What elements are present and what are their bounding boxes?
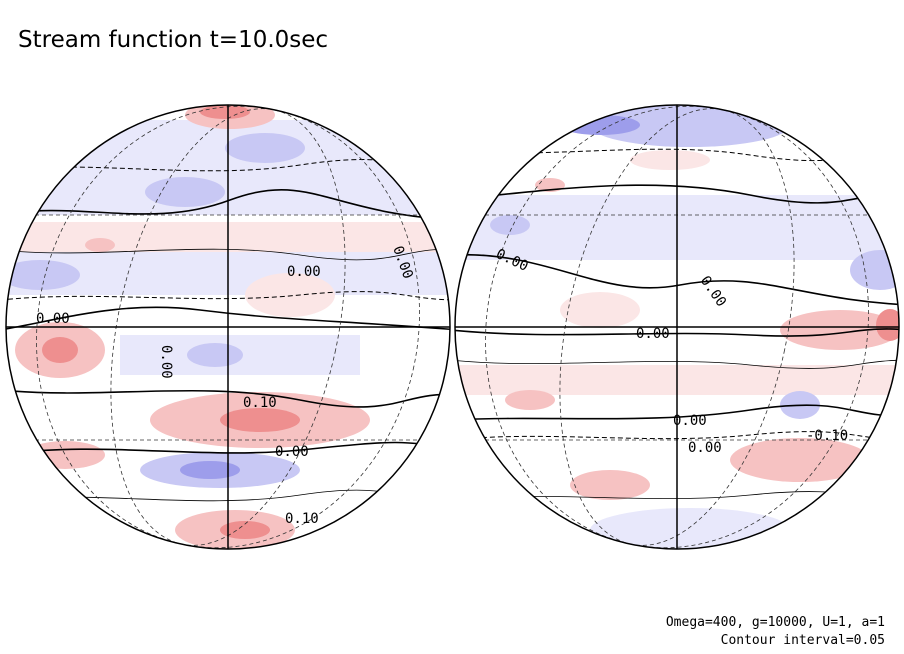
contour-label: 0.10 <box>285 511 319 527</box>
contour-label: 0.00 <box>158 345 174 379</box>
contour-label: 0.00 <box>36 311 70 327</box>
contour-label: 0.00 <box>275 444 309 460</box>
contour-label: 0.00 <box>673 413 707 429</box>
contour-label: 0.10 <box>243 395 277 411</box>
title: Stream function t=10.0sec <box>18 27 328 53</box>
contour-interval: Contour interval=0.05 <box>721 633 885 648</box>
contour-label: 0.00 <box>287 264 321 280</box>
parameters: Omega=400, g=10000, U=1, a=1 <box>666 615 885 630</box>
contour-label: 0.00 <box>688 440 722 456</box>
contour-label: -0.10 <box>806 428 848 444</box>
contour-label: 0.00 <box>636 326 670 342</box>
contour-labels: 0.00 0.00 0.00 0.00 0.10 0.00 0.10 0.00 … <box>36 244 848 527</box>
